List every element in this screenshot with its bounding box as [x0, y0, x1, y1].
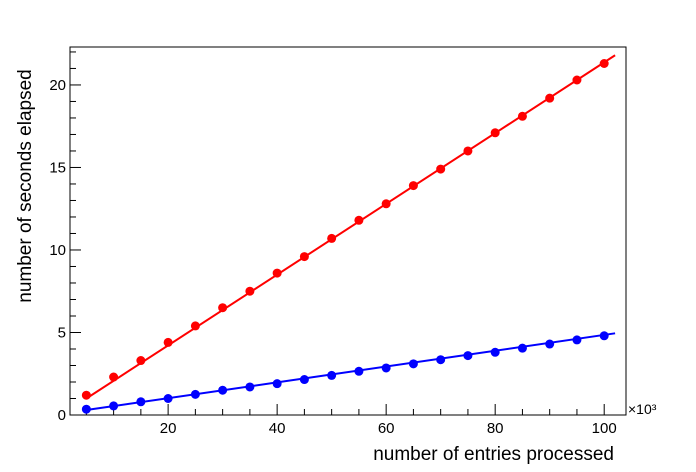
data-point — [136, 397, 146, 407]
data-point — [354, 366, 364, 376]
data-point — [190, 321, 200, 331]
x-tick-label: 100 — [592, 420, 617, 437]
y-tick-label: 0 — [58, 407, 66, 424]
y-tick-label: 15 — [49, 159, 66, 176]
y-tick-label: 5 — [58, 324, 66, 341]
data-point — [599, 59, 609, 69]
data-point — [272, 379, 282, 389]
data-point — [517, 343, 527, 353]
data-point — [408, 181, 418, 191]
data-point — [299, 375, 309, 385]
data-point — [245, 286, 255, 296]
data-point — [109, 372, 119, 382]
x-tick-label: 40 — [269, 420, 286, 437]
data-point — [272, 268, 282, 278]
data-point — [572, 75, 582, 85]
y-axis: 0 5 10 15 20 — [49, 51, 81, 424]
series-1 — [81, 54, 616, 400]
data-point — [218, 303, 228, 313]
series-2 — [81, 331, 616, 414]
x-axis-label: number of entries processed — [373, 444, 614, 465]
data-point — [81, 404, 91, 414]
data-point — [327, 233, 337, 243]
data-point — [490, 347, 500, 357]
x-tick-label: 60 — [378, 420, 395, 437]
plot-border — [69, 46, 627, 416]
series-layer — [81, 54, 616, 414]
x-axis-multiplier: ×10³ — [628, 401, 657, 417]
data-point — [245, 382, 255, 392]
x-tick-label: 20 — [160, 420, 177, 437]
data-point — [517, 111, 527, 121]
data-point — [299, 252, 309, 262]
data-point — [354, 215, 364, 225]
data-point — [490, 128, 500, 138]
data-point — [381, 199, 391, 209]
data-point — [599, 331, 609, 341]
data-point — [163, 393, 173, 403]
data-point — [408, 359, 418, 369]
y-tick-label: 20 — [49, 77, 66, 94]
data-point — [109, 401, 119, 411]
data-point — [190, 389, 200, 399]
y-axis-label: number of seconds elapsed — [15, 69, 36, 302]
data-point — [463, 146, 473, 156]
data-point — [572, 335, 582, 345]
data-point — [436, 164, 446, 174]
data-point — [381, 363, 391, 373]
data-point — [136, 356, 146, 366]
data-point — [218, 385, 228, 395]
y-tick-label: 10 — [49, 242, 66, 259]
x-axis: 20 40 60 80 100 — [85, 404, 617, 437]
data-point — [81, 390, 91, 400]
x-tick-label: 80 — [487, 420, 504, 437]
plot-frame — [69, 46, 627, 416]
fit-line — [86, 332, 616, 412]
data-point — [545, 93, 555, 103]
data-point — [436, 355, 446, 365]
data-point — [463, 351, 473, 361]
fit-line — [85, 54, 616, 400]
data-point — [327, 370, 337, 380]
data-point — [545, 339, 555, 349]
data-point — [163, 337, 173, 347]
